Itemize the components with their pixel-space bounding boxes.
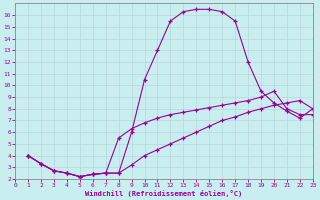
X-axis label: Windchill (Refroidissement éolien,°C): Windchill (Refroidissement éolien,°C) xyxy=(85,190,243,197)
